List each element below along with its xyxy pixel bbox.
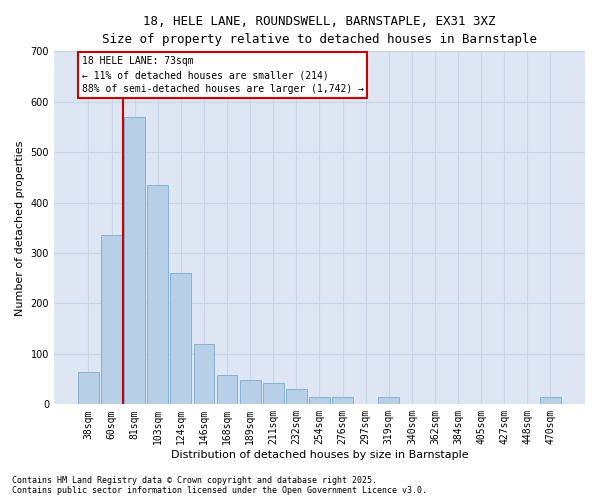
Bar — [540, 398, 561, 404]
Bar — [309, 398, 330, 404]
Bar — [217, 375, 238, 404]
Bar — [101, 236, 122, 404]
Bar — [332, 398, 353, 404]
Bar — [263, 383, 284, 404]
Title: 18, HELE LANE, ROUNDSWELL, BARNSTAPLE, EX31 3XZ
Size of property relative to det: 18, HELE LANE, ROUNDSWELL, BARNSTAPLE, E… — [102, 15, 537, 46]
Text: 18 HELE LANE: 73sqm
← 11% of detached houses are smaller (214)
88% of semi-detac: 18 HELE LANE: 73sqm ← 11% of detached ho… — [82, 56, 364, 94]
Bar — [240, 380, 260, 404]
X-axis label: Distribution of detached houses by size in Barnstaple: Distribution of detached houses by size … — [170, 450, 468, 460]
Bar — [170, 273, 191, 404]
Text: Contains HM Land Registry data © Crown copyright and database right 2025.
Contai: Contains HM Land Registry data © Crown c… — [12, 476, 427, 495]
Bar — [194, 344, 214, 405]
Bar — [379, 398, 399, 404]
Bar — [124, 117, 145, 405]
Bar — [78, 372, 99, 404]
Bar — [148, 185, 168, 404]
Y-axis label: Number of detached properties: Number of detached properties — [15, 140, 25, 316]
Bar — [286, 389, 307, 404]
